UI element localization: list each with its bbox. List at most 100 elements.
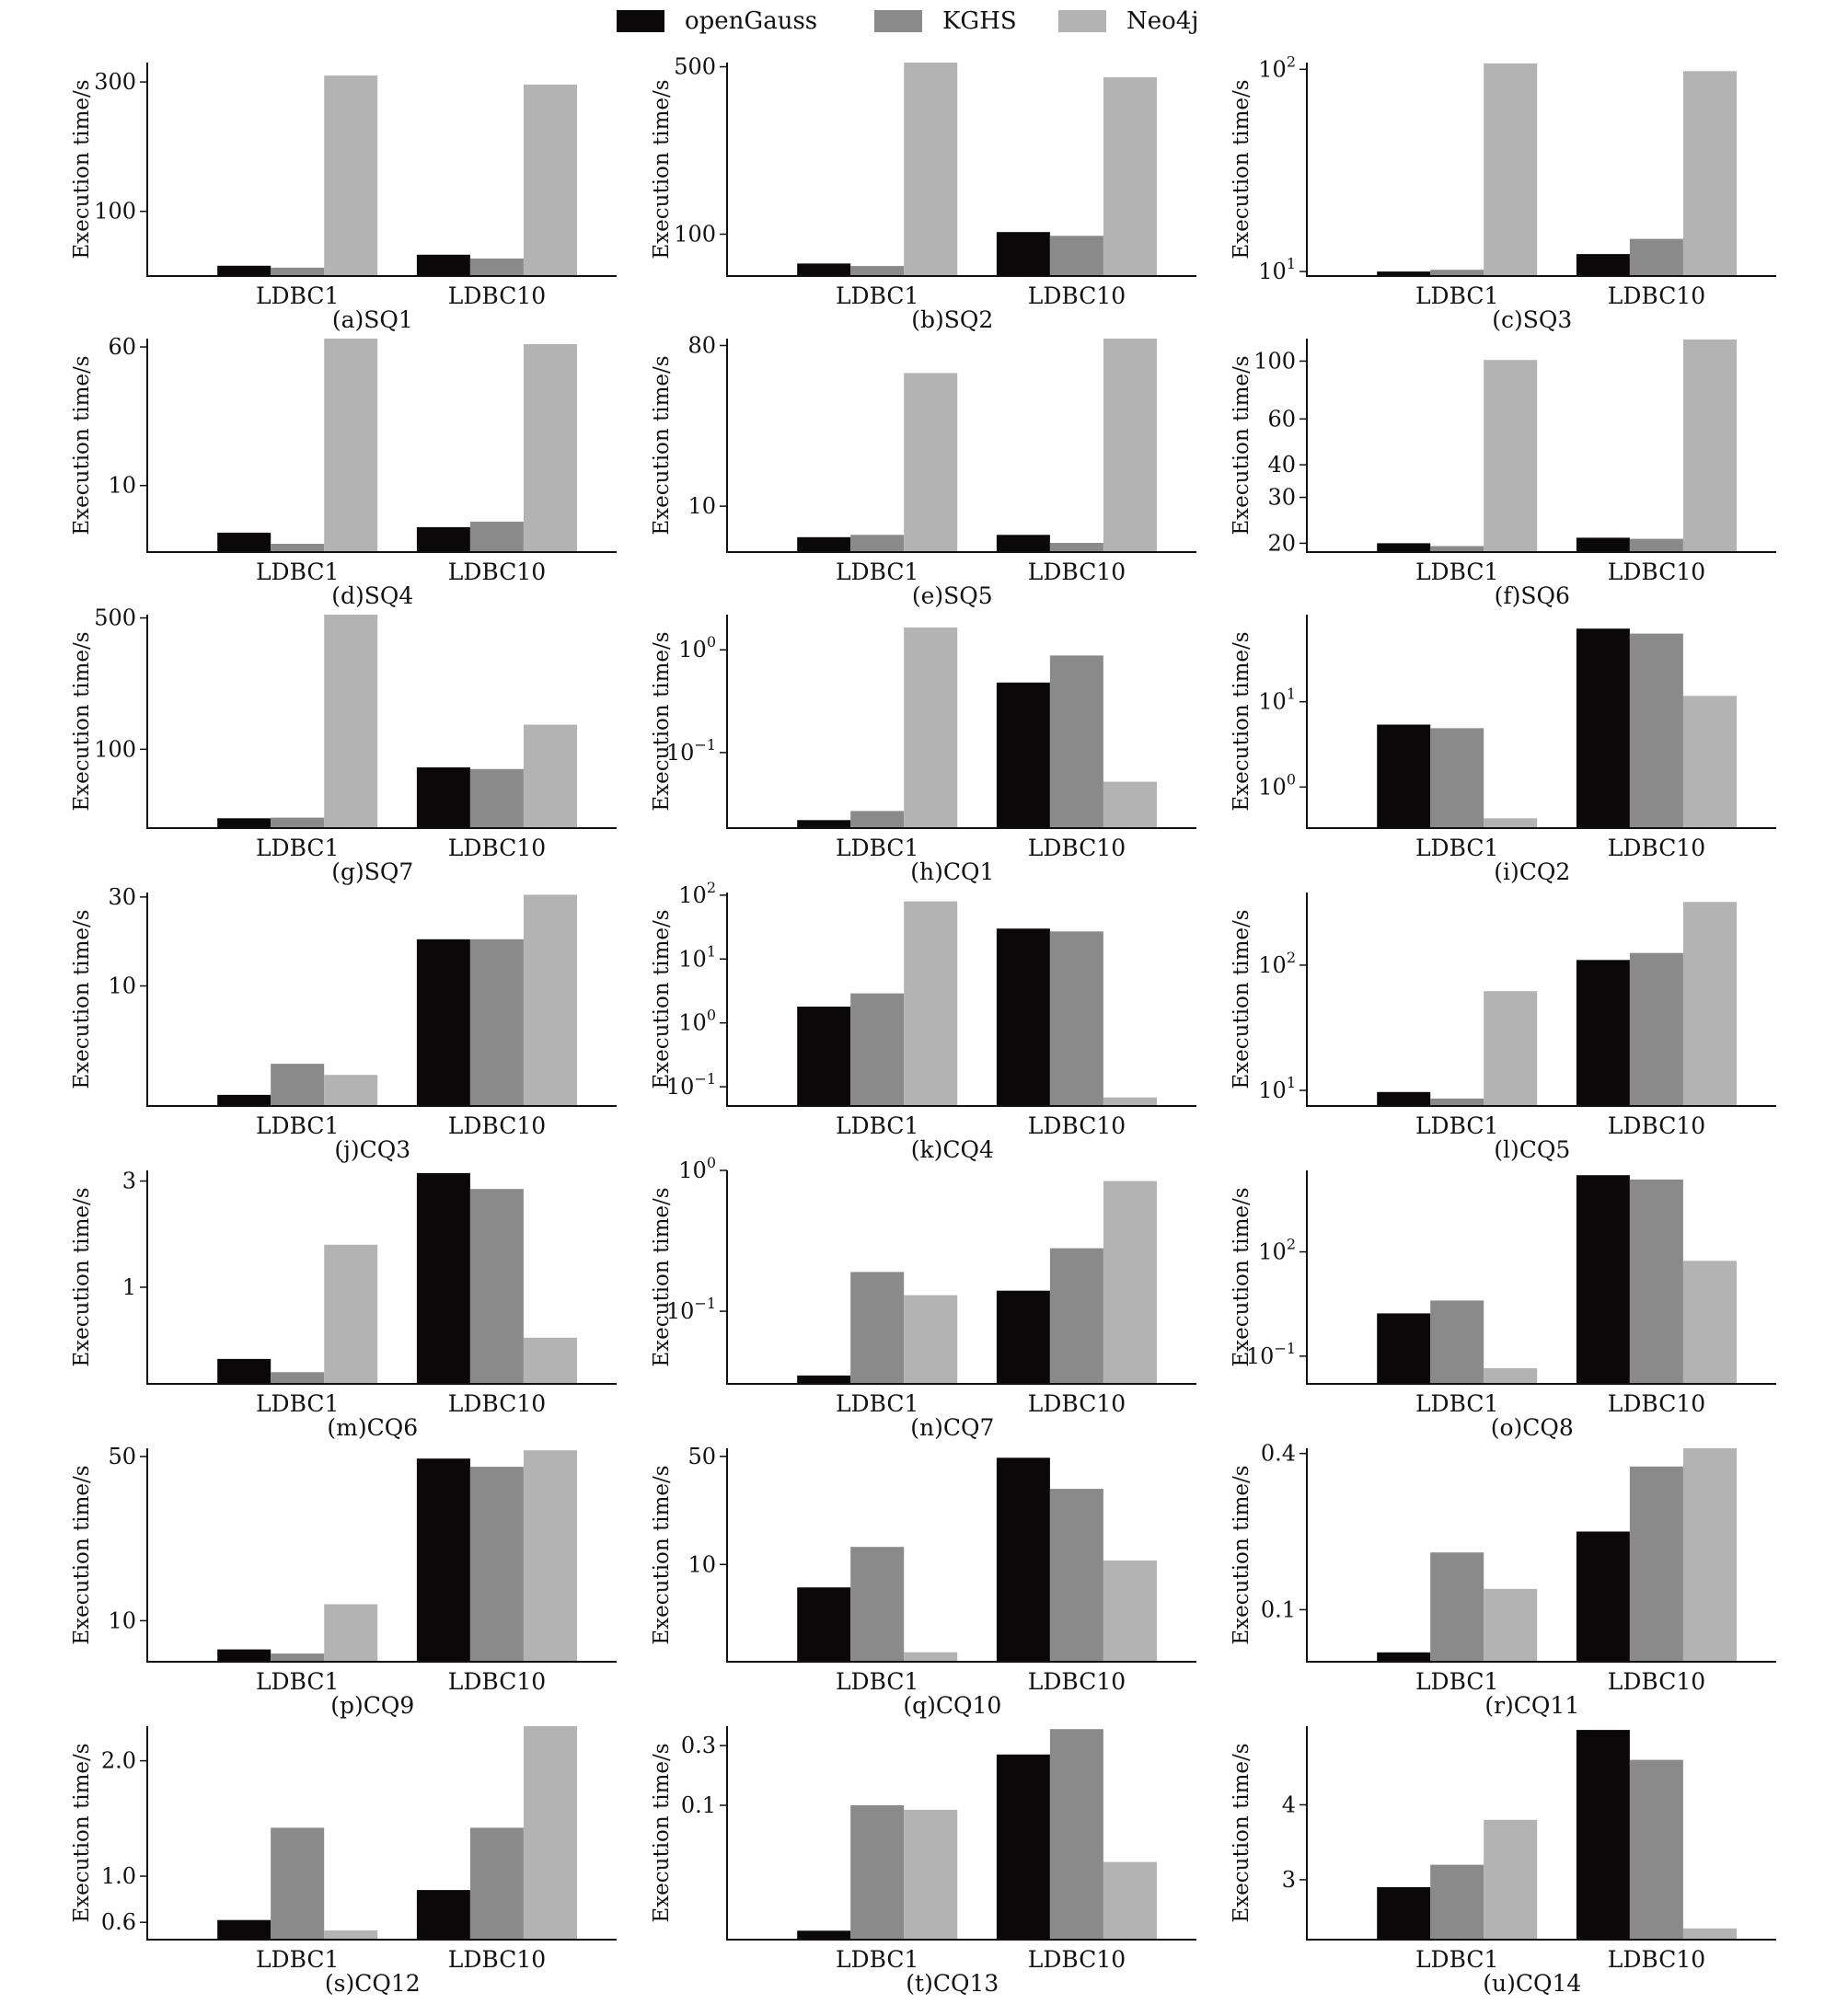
bar-kghs-ldbc1: [271, 817, 325, 828]
x-tick-label: LDBC1: [836, 1390, 919, 1417]
bar-opengauss-ldbc1: [1377, 1091, 1431, 1106]
legend-swatch-kghs: [874, 10, 922, 32]
bar-opengauss-ldbc1: [217, 1094, 271, 1106]
chart-caption: (g)SQ7: [331, 858, 413, 885]
chart-7: 100 500 LDBC1 LDBC10 (g)SQ7 Execution time/s: [70, 605, 617, 885]
bar-kghs-ldbc1: [1430, 546, 1484, 552]
bar-neo4j-ldbc1: [324, 1930, 378, 1940]
bar-neo4j-ldbc1: [904, 1652, 958, 1662]
y-axis-label: Execution time/s: [1230, 909, 1253, 1089]
bar-opengauss-ldbc1: [1377, 543, 1431, 552]
y-axis-label: Execution time/s: [70, 1187, 94, 1366]
legend-label-neo4j: Neo4j: [1126, 7, 1199, 35]
chart-caption: (j)CQ3: [334, 1136, 410, 1163]
bar-kghs-ldbc10: [1049, 1489, 1103, 1662]
bar-opengauss-ldbc1: [1377, 1652, 1431, 1662]
y-tick-label: 80: [687, 332, 716, 358]
bar-kghs-ldbc10: [1049, 236, 1103, 276]
y-tick-label: 10: [687, 1551, 716, 1577]
bar-kghs-ldbc10: [469, 521, 524, 552]
bar-opengauss-ldbc10: [996, 928, 1050, 1106]
x-tick-label: LDBC10: [1608, 1668, 1705, 1695]
bar-neo4j-ldbc1: [1484, 63, 1538, 277]
y-tick-label: 102: [1258, 52, 1296, 82]
bar-neo4j-ldbc1: [324, 615, 378, 828]
y-axis-label: Execution time/s: [70, 355, 94, 535]
bar-kghs-ldbc10: [469, 768, 524, 828]
y-tick-label: 100: [1253, 348, 1296, 374]
bar-kghs-ldbc10: [469, 1467, 524, 1662]
bar-opengauss-ldbc1: [797, 536, 851, 552]
bar-opengauss-ldbc10: [416, 254, 470, 276]
y-tick-label: 100: [94, 736, 136, 762]
bar-kghs-ldbc10: [1629, 633, 1683, 828]
bar-opengauss-ldbc10: [416, 767, 470, 828]
x-tick-label: LDBC10: [1608, 1946, 1705, 1973]
bar-opengauss-ldbc10: [1576, 628, 1630, 828]
bar-neo4j-ldbc1: [1484, 1368, 1538, 1384]
y-tick-label: 10−1: [666, 1295, 716, 1324]
x-tick-label: LDBC10: [1028, 1668, 1126, 1695]
chart-18: 0.1 0.4 LDBC1 LDBC10 (r)CQ11 Execution time/s: [1230, 1441, 1776, 1719]
bar-kghs-ldbc1: [850, 1547, 905, 1662]
bar-neo4j-ldbc10: [1683, 340, 1737, 552]
bar-opengauss-ldbc1: [217, 1649, 271, 1662]
y-tick-label: 500: [94, 605, 136, 631]
x-tick-label: LDBC10: [448, 1112, 546, 1139]
y-tick-label: 1.0: [101, 1863, 136, 1889]
bar-neo4j-ldbc10: [1683, 1448, 1737, 1662]
x-tick-label: LDBC10: [448, 1390, 546, 1417]
y-tick-label: 0.6: [101, 1909, 136, 1935]
x-tick-label: LDBC1: [1415, 1668, 1499, 1695]
bar-opengauss-ldbc10: [1576, 1175, 1630, 1384]
bar-kghs-ldbc1: [1430, 1864, 1484, 1940]
legend: openGauss KGHS Neo4j: [0, 0, 1848, 40]
bar-kghs-ldbc1: [850, 811, 905, 828]
y-tick-label: 0.1: [1261, 1596, 1296, 1622]
y-axis-label: Execution time/s: [650, 909, 674, 1089]
y-tick-label: 1: [122, 1274, 136, 1300]
bar-neo4j-ldbc10: [524, 344, 577, 552]
chart-caption: (h)CQ1: [910, 858, 994, 885]
y-axis-label: Execution time/s: [650, 631, 674, 811]
x-tick-label: LDBC1: [836, 282, 919, 309]
chart-17: 10 50 LDBC1 LDBC10 (q)CQ10 Execution time/s: [650, 1444, 1196, 1719]
bar-neo4j-ldbc1: [904, 1295, 958, 1384]
x-tick-label: LDBC10: [448, 835, 546, 861]
bar-kghs-ldbc1: [271, 1827, 325, 1940]
y-tick-label: 60: [108, 334, 136, 360]
chart-15: 10−1 102 LDBC1 LDBC10 (o)CQ8 Execution time/s: [1230, 1170, 1776, 1441]
y-tick-label: 0.4: [1261, 1441, 1296, 1467]
bar-neo4j-ldbc10: [524, 1450, 577, 1662]
chart-19: 0.6 1.0 2.0 LDBC1 LDBC10 (s)CQ12 Execution tim…: [70, 1726, 617, 1997]
y-axis-label: Execution time/s: [650, 1187, 674, 1366]
y-tick-label: 100: [678, 1007, 716, 1036]
y-tick-label: 50: [687, 1444, 716, 1469]
bar-neo4j-ldbc1: [324, 339, 378, 552]
chart-20: 0.1 0.3 LDBC1 LDBC10 (t)CQ13 Execution time/s: [650, 1726, 1196, 1997]
bar-opengauss-ldbc1: [797, 820, 851, 828]
y-tick-label: 100: [678, 633, 716, 662]
chart-caption: (e)SQ5: [912, 582, 993, 609]
y-tick-label: 60: [1267, 406, 1296, 432]
y-axis-label: Execution time/s: [1230, 1187, 1253, 1366]
y-tick-label: 100: [1258, 770, 1296, 800]
y-tick-label: 10: [108, 973, 136, 999]
bar-neo4j-ldbc1: [904, 373, 958, 552]
bar-neo4j-ldbc1: [904, 901, 958, 1106]
bar-opengauss-ldbc1: [217, 1358, 271, 1384]
bar-neo4j-ldbc10: [524, 1337, 577, 1384]
bar-opengauss-ldbc1: [217, 1919, 271, 1940]
bar-neo4j-ldbc1: [904, 628, 958, 828]
bar-neo4j-ldbc10: [1683, 71, 1737, 276]
bar-neo4j-ldbc10: [524, 84, 577, 277]
x-tick-label: LDBC10: [1028, 835, 1126, 861]
y-tick-label: 102: [1258, 949, 1296, 978]
y-tick-label: 3: [122, 1169, 136, 1194]
y-axis-label: Execution time/s: [70, 1465, 94, 1644]
y-tick-label: 101: [678, 942, 716, 972]
chart-14: 10−1 100 LDBC1 LDBC10 (n)CQ7 Execution time/s: [650, 1154, 1196, 1441]
bar-opengauss-ldbc1: [1377, 724, 1431, 828]
x-tick-label: LDBC10: [1028, 282, 1126, 309]
bar-opengauss-ldbc10: [416, 526, 470, 552]
